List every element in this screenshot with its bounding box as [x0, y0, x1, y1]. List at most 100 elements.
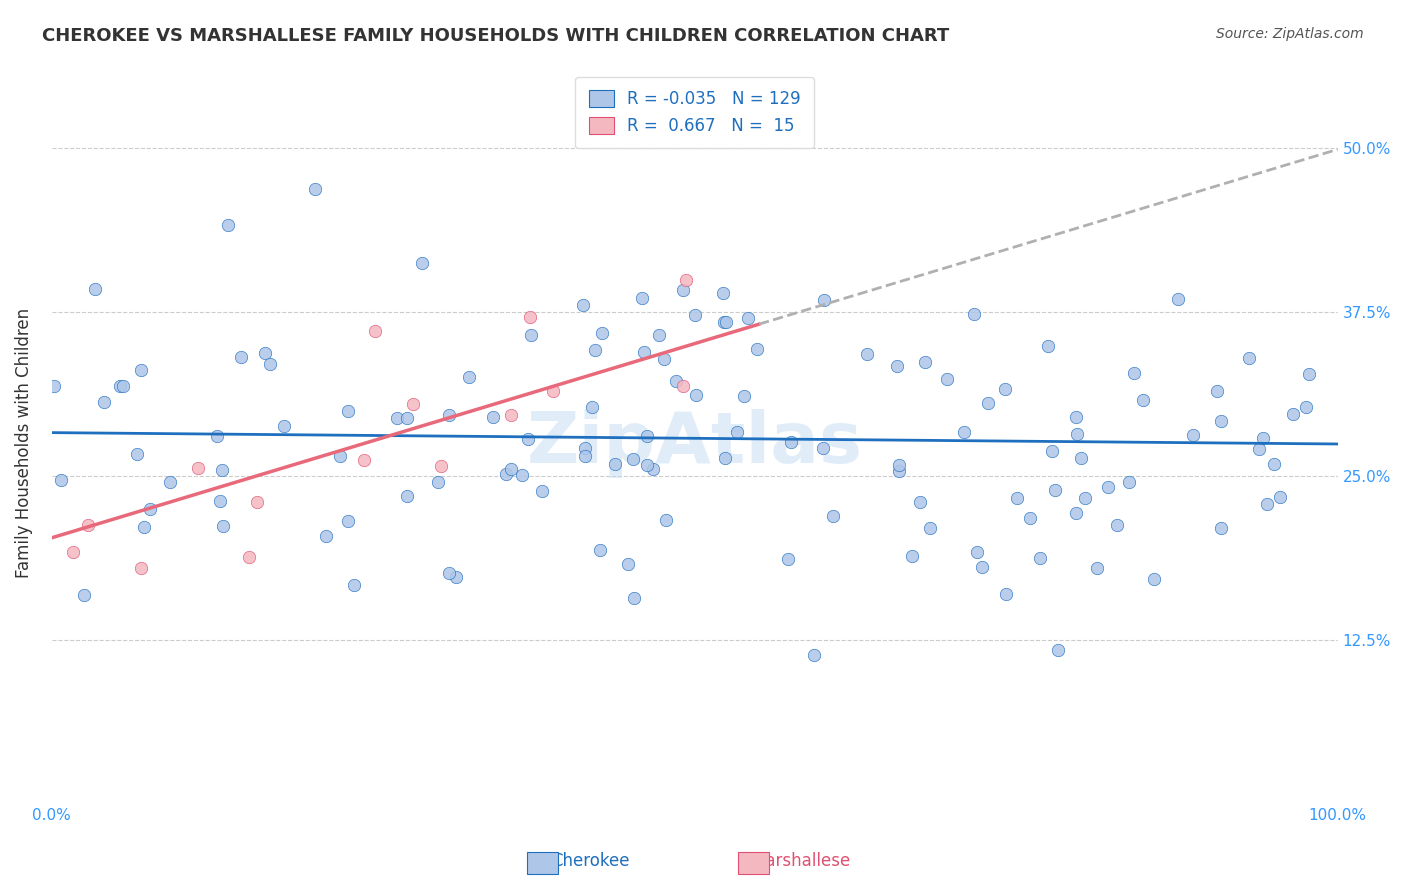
- Point: [495, 467, 517, 481]
- Point: [73, 588, 96, 602]
- Point: [1097, 480, 1119, 494]
- Point: [1038, 338, 1060, 352]
- Point: [780, 434, 803, 449]
- Point: [643, 462, 665, 476]
- Point: [963, 307, 986, 321]
- Point: [1064, 410, 1087, 425]
- Point: [159, 475, 181, 490]
- Point: [411, 256, 433, 270]
- Point: [675, 273, 697, 287]
- Text: Marshallese: Marshallese: [752, 852, 851, 870]
- Point: [823, 508, 845, 523]
- Point: [134, 520, 156, 534]
- Point: [84, 282, 107, 296]
- Point: [1005, 491, 1028, 505]
- Point: [1132, 392, 1154, 407]
- Point: [1118, 475, 1140, 490]
- Point: [636, 458, 658, 473]
- Y-axis label: Family Households with Children: Family Households with Children: [15, 308, 32, 578]
- Point: [1251, 431, 1274, 445]
- Point: [713, 315, 735, 329]
- Point: [589, 543, 612, 558]
- Point: [633, 345, 655, 359]
- Point: [953, 425, 976, 440]
- Point: [966, 545, 988, 559]
- Point: [238, 549, 260, 564]
- Point: [803, 648, 825, 663]
- Point: [108, 379, 131, 393]
- Point: [970, 559, 993, 574]
- Point: [901, 549, 924, 563]
- Point: [652, 351, 675, 366]
- Point: [733, 389, 755, 403]
- Point: [672, 284, 695, 298]
- Point: [246, 494, 269, 508]
- Point: [499, 462, 522, 476]
- Point: [259, 357, 281, 371]
- Point: [623, 591, 645, 605]
- Text: CHEROKEE VS MARSHALLESE FAMILY HOUSEHOLDS WITH CHILDREN CORRELATION CHART: CHEROKEE VS MARSHALLESE FAMILY HOUSEHOLD…: [42, 27, 949, 45]
- Point: [583, 343, 606, 357]
- Point: [519, 328, 541, 343]
- Point: [336, 404, 359, 418]
- Point: [856, 346, 879, 360]
- Point: [1209, 521, 1232, 535]
- Point: [1237, 351, 1260, 365]
- Point: [994, 587, 1017, 601]
- Point: [1122, 366, 1144, 380]
- Point: [572, 297, 595, 311]
- Point: [1043, 483, 1066, 498]
- Point: [139, 501, 162, 516]
- Point: [914, 355, 936, 369]
- Point: [1018, 511, 1040, 525]
- Point: [212, 518, 235, 533]
- Point: [93, 395, 115, 409]
- Point: [385, 411, 408, 425]
- Point: [617, 558, 640, 572]
- Point: [1206, 384, 1229, 399]
- Point: [994, 382, 1017, 396]
- Point: [187, 461, 209, 475]
- Point: [1295, 401, 1317, 415]
- Point: [541, 384, 564, 398]
- Text: ZipAtlas: ZipAtlas: [527, 409, 863, 478]
- Point: [77, 518, 100, 533]
- Point: [977, 396, 1000, 410]
- Point: [1066, 506, 1088, 520]
- Point: [1046, 643, 1069, 657]
- Point: [935, 372, 957, 386]
- Point: [725, 425, 748, 439]
- Point: [1211, 414, 1233, 428]
- Point: [714, 315, 737, 329]
- Legend: R = -0.035   N = 129, R =  0.667   N =  15: R = -0.035 N = 129, R = 0.667 N = 15: [575, 77, 814, 148]
- Point: [49, 473, 72, 487]
- Point: [631, 291, 654, 305]
- Point: [1249, 442, 1271, 456]
- Point: [315, 528, 337, 542]
- Point: [482, 410, 505, 425]
- Point: [737, 310, 759, 325]
- Point: [129, 560, 152, 574]
- Point: [636, 429, 658, 443]
- Point: [510, 468, 533, 483]
- Point: [353, 452, 375, 467]
- Point: [217, 219, 239, 233]
- Point: [1042, 444, 1064, 458]
- Point: [1167, 292, 1189, 306]
- Point: [621, 452, 644, 467]
- Text: Cherokee: Cherokee: [551, 852, 630, 870]
- Point: [205, 429, 228, 443]
- Point: [1105, 517, 1128, 532]
- Point: [402, 397, 425, 411]
- Point: [685, 388, 707, 402]
- Point: [683, 309, 706, 323]
- Point: [364, 324, 387, 338]
- Point: [329, 449, 352, 463]
- Point: [889, 458, 911, 473]
- Point: [574, 441, 596, 455]
- Point: [1074, 491, 1097, 506]
- Point: [437, 566, 460, 580]
- Point: [62, 545, 84, 559]
- Point: [517, 432, 540, 446]
- Point: [654, 513, 676, 527]
